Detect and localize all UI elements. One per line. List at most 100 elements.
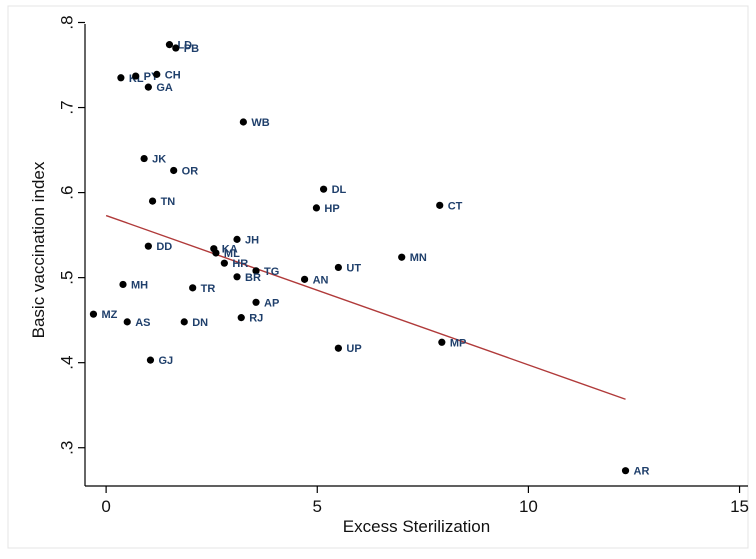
data-point-jk: JK [140, 154, 166, 166]
point-label: GJ [158, 355, 173, 367]
data-point-ld: LD [165, 40, 192, 52]
point-label: WB [251, 117, 269, 129]
y-tick-label: .8 [57, 15, 76, 29]
point-marker [172, 44, 180, 52]
data-point-ut: UT [334, 262, 361, 274]
point-label: CT [448, 200, 463, 212]
data-point-ga: GA [144, 82, 173, 94]
point-label: MN [410, 252, 427, 264]
point-label: KA [222, 244, 238, 256]
point-marker [146, 356, 155, 364]
point-label: UP [346, 343, 361, 355]
data-point-wb: WB [239, 117, 270, 129]
point-marker [398, 253, 406, 261]
point-label: ML [224, 248, 240, 260]
point-label: MP [450, 337, 467, 349]
point-label: CH [165, 69, 181, 81]
point-marker [144, 83, 152, 91]
point-marker [119, 280, 127, 289]
y-tick-label: .3 [57, 441, 76, 455]
data-point-dn: DN [180, 317, 208, 329]
point-label: AS [135, 317, 150, 329]
data-point-pb: PB [172, 43, 199, 55]
point-label: HR [232, 258, 248, 270]
point-marker [170, 166, 178, 175]
data-point-ct: CT [436, 200, 463, 212]
point-marker [132, 72, 140, 80]
point-marker [89, 310, 98, 318]
fit-line-layer [105, 214, 626, 400]
data-point-ar: AR [621, 466, 650, 478]
point-marker [212, 249, 220, 257]
point-label: JK [152, 154, 166, 166]
data-point-dl: DL [319, 184, 347, 196]
point-label: TN [161, 196, 176, 208]
axes-layer: 0 5 10 15 .3 .4 .5 .6 .7 .8 [57, 15, 749, 516]
data-point-tn: TN [148, 196, 176, 208]
outer-frame [7, 5, 749, 549]
data-point-tr: TR [189, 283, 215, 295]
plot-frame [7, 5, 749, 549]
data-point-or: OR [170, 165, 198, 177]
data-point-jh: JH [233, 234, 259, 246]
data-point-hr: HR [220, 258, 248, 270]
point-label: DD [156, 241, 172, 253]
point-label: DN [192, 317, 208, 329]
point-marker [300, 275, 309, 283]
data-point-ap: AP [252, 297, 279, 309]
point-marker [239, 118, 247, 126]
data-point-mh: MH [119, 279, 148, 291]
point-marker [312, 204, 321, 212]
data-point-hp: HP [312, 203, 340, 215]
point-label: AR [634, 466, 650, 478]
point-marker [180, 318, 188, 326]
data-point-as: AS [123, 317, 151, 329]
data-point-dd: DD [144, 241, 172, 253]
point-marker [153, 70, 161, 78]
point-marker [123, 318, 131, 326]
y-tick-label: .4 [57, 356, 76, 370]
point-label: DL [332, 184, 347, 196]
x-tick-label: 5 [313, 497, 322, 516]
data-point-mp: MP [438, 337, 466, 349]
data-point-ml: ML [212, 248, 240, 260]
data-point-kl: KL [117, 73, 144, 85]
point-marker [252, 298, 260, 306]
point-label: LD [177, 40, 192, 52]
point-label: RJ [249, 313, 263, 325]
point-marker [319, 185, 328, 193]
point-marker [165, 41, 174, 49]
point-label: MH [131, 279, 148, 291]
point-label: HP [324, 203, 339, 215]
point-marker [233, 235, 241, 243]
point-marker [436, 201, 444, 209]
x-tick-label: 10 [519, 497, 538, 516]
point-label: AP [264, 297, 279, 309]
data-point-gj: GJ [146, 355, 173, 367]
point-marker [252, 267, 260, 275]
points-layer: LDPBKLPYCHGAWBJKORDLTNHPCTJHDDKAMLHRMNUT… [89, 40, 650, 478]
point-marker [140, 154, 148, 163]
point-marker [237, 314, 245, 322]
y-tick-label: .7 [57, 100, 76, 114]
point-label: BR [245, 272, 261, 284]
point-marker [148, 197, 157, 205]
point-marker [189, 284, 197, 292]
x-axis-title: Excess Sterilization [343, 517, 490, 536]
point-label: PB [184, 43, 199, 55]
point-label: UT [346, 262, 361, 274]
point-marker [621, 467, 630, 475]
fit-line [105, 214, 626, 400]
data-point-mz: MZ [89, 309, 118, 321]
point-marker [334, 263, 342, 272]
point-marker [438, 338, 446, 346]
x-tick-label: 15 [730, 497, 749, 516]
point-label: OR [182, 165, 199, 177]
point-label: AN [313, 274, 329, 286]
data-point-up: UP [334, 343, 362, 355]
point-label: TG [264, 266, 279, 278]
data-point-an: AN [300, 274, 329, 286]
data-point-br: BR [233, 272, 261, 284]
point-label: GA [156, 82, 173, 94]
